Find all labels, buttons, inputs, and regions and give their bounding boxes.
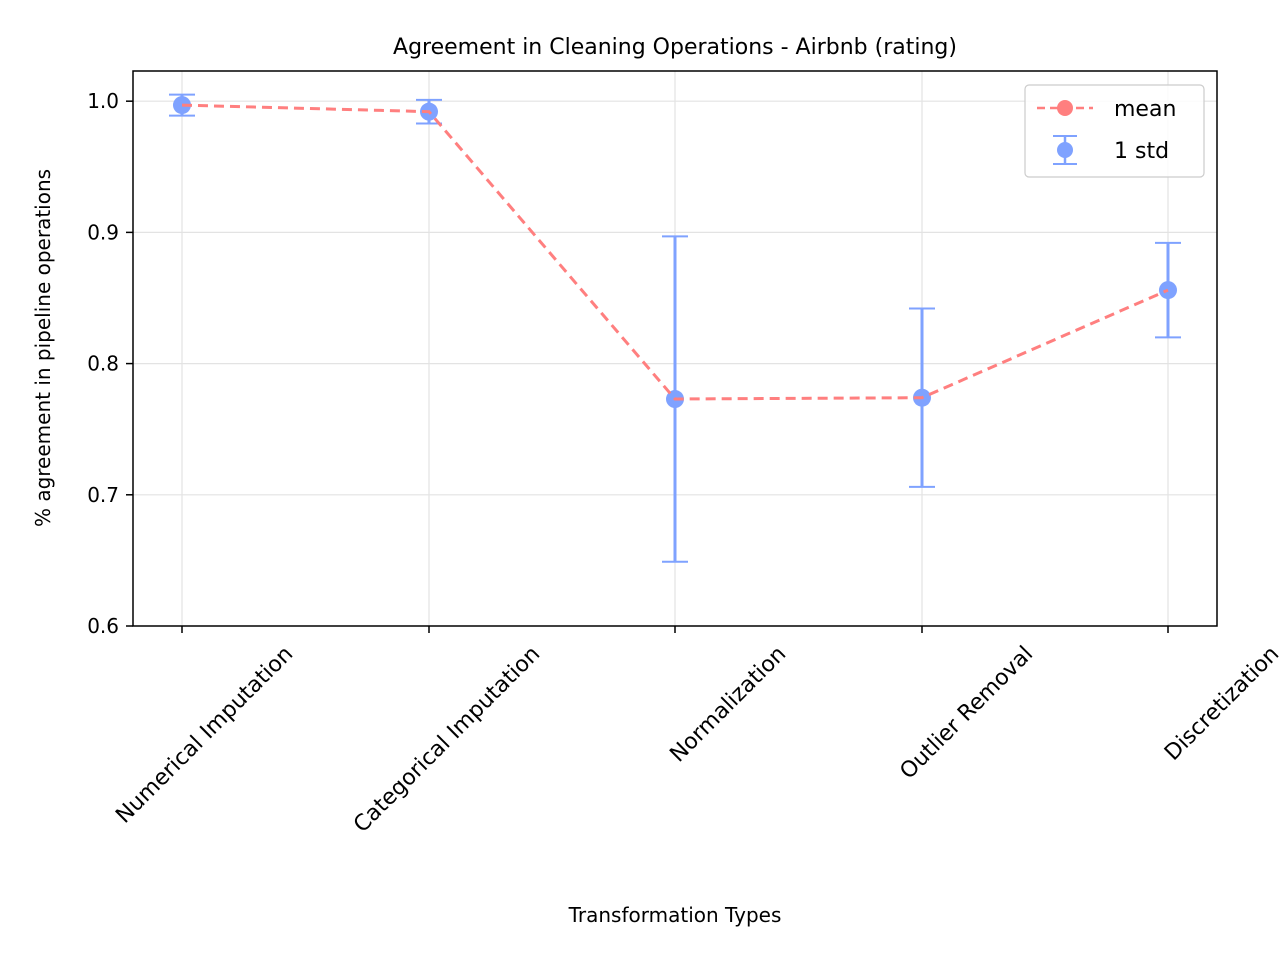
x-tick-label: Outlier Removal xyxy=(895,642,1038,785)
legend-std-label: 1 std xyxy=(1114,139,1169,164)
y-tick-label: 1.0 xyxy=(87,89,119,113)
legend-mean-marker xyxy=(1057,100,1073,116)
legend: mean 1 std xyxy=(1024,84,1205,178)
axis-layer: 0.6 0.7 0.8 0.9 1.0 Numerical Imputation Categ… xyxy=(87,89,1280,838)
x-tick-label: Normalization xyxy=(665,642,791,768)
y-axis-label: % agreement in pipeline operations xyxy=(31,169,55,527)
y-tick-label: 0.8 xyxy=(87,352,119,376)
series-layer xyxy=(169,93,1181,563)
y-tick-label: 0.7 xyxy=(87,483,119,507)
x-tick-label: Discretization xyxy=(1160,642,1280,766)
mean-line xyxy=(181,103,1169,401)
x-tick-label: Categorical Imputation xyxy=(349,642,545,838)
x-axis-label: Transformation Types xyxy=(568,903,782,927)
legend-std-marker xyxy=(1057,142,1073,158)
y-tick-label: 0.6 xyxy=(87,614,119,638)
x-tick-label: Numerical Imputation xyxy=(111,642,298,829)
grid-layer xyxy=(133,71,1217,626)
y-tick-label: 0.9 xyxy=(87,220,119,244)
legend-mean-label: mean xyxy=(1114,97,1176,122)
chart-title: Agreement in Cleaning Operations - Airbn… xyxy=(393,35,957,60)
